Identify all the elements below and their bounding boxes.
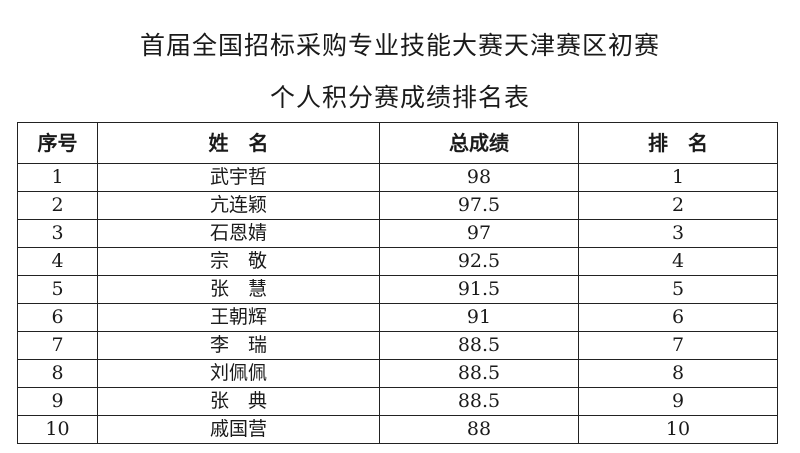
cell-rank: 8 <box>578 359 778 388</box>
cell-no: 5 <box>17 275 98 304</box>
cell-rank: 6 <box>578 303 778 332</box>
cell-score: 88.5 <box>379 331 579 360</box>
cell-score: 88.5 <box>379 387 579 416</box>
table-row: 10 戚国营 88 10 <box>17 415 778 444</box>
cell-rank: 2 <box>578 191 778 220</box>
table-header-row: 序号 姓 名 总成绩 排 名 <box>17 122 778 164</box>
cell-name: 张 典 <box>97 387 380 416</box>
cell-score: 88.5 <box>379 359 579 388</box>
header-rank: 排 名 <box>578 122 778 164</box>
header-no: 序号 <box>17 122 98 164</box>
cell-rank: 9 <box>578 387 778 416</box>
table-row: 8 刘佩佩 88.5 8 <box>17 359 778 388</box>
cell-rank: 10 <box>578 415 778 444</box>
ranking-table: 序号 姓 名 总成绩 排 名 1 武宇哲 98 1 2 亢连颖 97.5 2 3 石恩婧 97 3 4 宗… <box>17 122 778 444</box>
cell-name: 宗 敬 <box>97 247 380 276</box>
cell-no: 2 <box>17 191 98 220</box>
cell-rank: 5 <box>578 275 778 304</box>
cell-no: 9 <box>17 387 98 416</box>
cell-no: 8 <box>17 359 98 388</box>
table-row: 1 武宇哲 98 1 <box>17 163 778 192</box>
document-title: 首届全国招标采购专业技能大赛天津赛区初赛 <box>139 31 660 60</box>
table-row: 3 石恩婧 97 3 <box>17 219 778 248</box>
cell-name: 武宇哲 <box>97 163 380 192</box>
cell-name: 王朝辉 <box>97 303 380 332</box>
cell-name: 亢连颖 <box>97 191 380 220</box>
table-row: 2 亢连颖 97.5 2 <box>17 191 778 220</box>
document-subtitle: 个人积分赛成绩排名表 <box>269 83 530 112</box>
cell-name: 戚国营 <box>97 415 380 444</box>
cell-no: 6 <box>17 303 98 332</box>
cell-no: 1 <box>17 163 98 192</box>
cell-rank: 4 <box>578 247 778 276</box>
cell-rank: 1 <box>578 163 778 192</box>
cell-no: 3 <box>17 219 98 248</box>
header-score: 总成绩 <box>379 122 579 164</box>
cell-score: 91.5 <box>379 275 579 304</box>
cell-name: 张 慧 <box>97 275 380 304</box>
cell-score: 98 <box>379 163 579 192</box>
cell-rank: 3 <box>578 219 778 248</box>
cell-no: 7 <box>17 331 98 360</box>
cell-score: 92.5 <box>379 247 579 276</box>
cell-no: 10 <box>17 415 98 444</box>
cell-score: 88 <box>379 415 579 444</box>
cell-no: 4 <box>17 247 98 276</box>
cell-name: 石恩婧 <box>97 219 380 248</box>
cell-rank: 7 <box>578 331 778 360</box>
header-name: 姓 名 <box>97 122 380 164</box>
cell-score: 91 <box>379 303 579 332</box>
cell-name: 李 瑞 <box>97 331 380 360</box>
cell-name: 刘佩佩 <box>97 359 380 388</box>
cell-score: 97 <box>379 219 579 248</box>
cell-score: 97.5 <box>379 191 579 220</box>
table-row: 6 王朝辉 91 6 <box>17 303 778 332</box>
